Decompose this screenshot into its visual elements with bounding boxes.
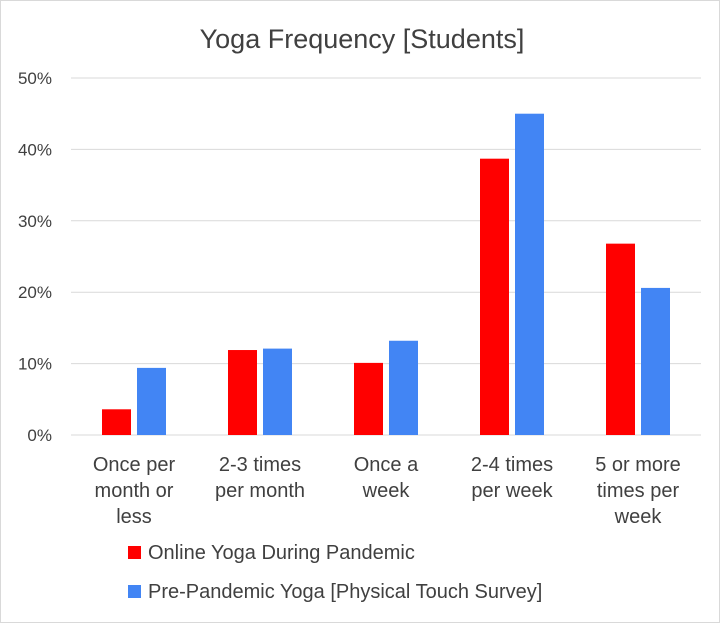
y-tick-label: 20%	[18, 283, 52, 302]
legend-label: Online Yoga During Pandemic	[148, 542, 415, 564]
legend-label: Pre-Pandemic Yoga [Physical Touch Survey…	[148, 581, 542, 603]
legend-swatch	[128, 546, 141, 559]
y-axis-tick-labels: 0% 10% 20% 30% 40% 50%	[18, 69, 52, 445]
x-tick-label: 5 or more times per week	[595, 454, 681, 528]
y-tick-label: 30%	[18, 212, 52, 231]
y-tick-label: 10%	[18, 355, 52, 374]
x-tick-label: Once a week	[354, 454, 419, 502]
x-tick-label: 2-4 times per week	[471, 454, 554, 502]
gridlines	[71, 77, 701, 436]
bars	[102, 113, 670, 435]
chart-title: Yoga Frequency [Students]	[200, 24, 525, 54]
legend-swatch	[128, 585, 141, 598]
bar-online-pandemic	[228, 350, 257, 435]
bar-pre-pandemic	[641, 287, 670, 435]
bar-online-pandemic	[480, 158, 509, 435]
bar-online-pandemic	[102, 409, 131, 435]
x-axis-tick-labels: Once per month or less 2-3 times per month On…	[93, 454, 681, 528]
y-tick-label: 0%	[27, 426, 52, 445]
bar-online-pandemic	[354, 362, 383, 435]
bar-pre-pandemic	[389, 340, 418, 435]
x-tick-label: Once per month or less	[93, 454, 176, 528]
y-tick-label: 50%	[18, 69, 52, 88]
bar-pre-pandemic	[515, 113, 544, 435]
y-tick-label: 40%	[18, 140, 52, 159]
legend: Online Yoga During Pandemic Pre-Pandemic …	[128, 542, 542, 603]
bar-online-pandemic	[606, 243, 635, 435]
bar-pre-pandemic	[263, 348, 292, 435]
bar-pre-pandemic	[137, 367, 166, 435]
x-tick-label: 2-3 times per month	[215, 454, 305, 502]
